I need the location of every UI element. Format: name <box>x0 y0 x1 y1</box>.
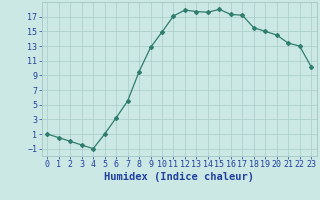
X-axis label: Humidex (Indice chaleur): Humidex (Indice chaleur) <box>104 172 254 182</box>
